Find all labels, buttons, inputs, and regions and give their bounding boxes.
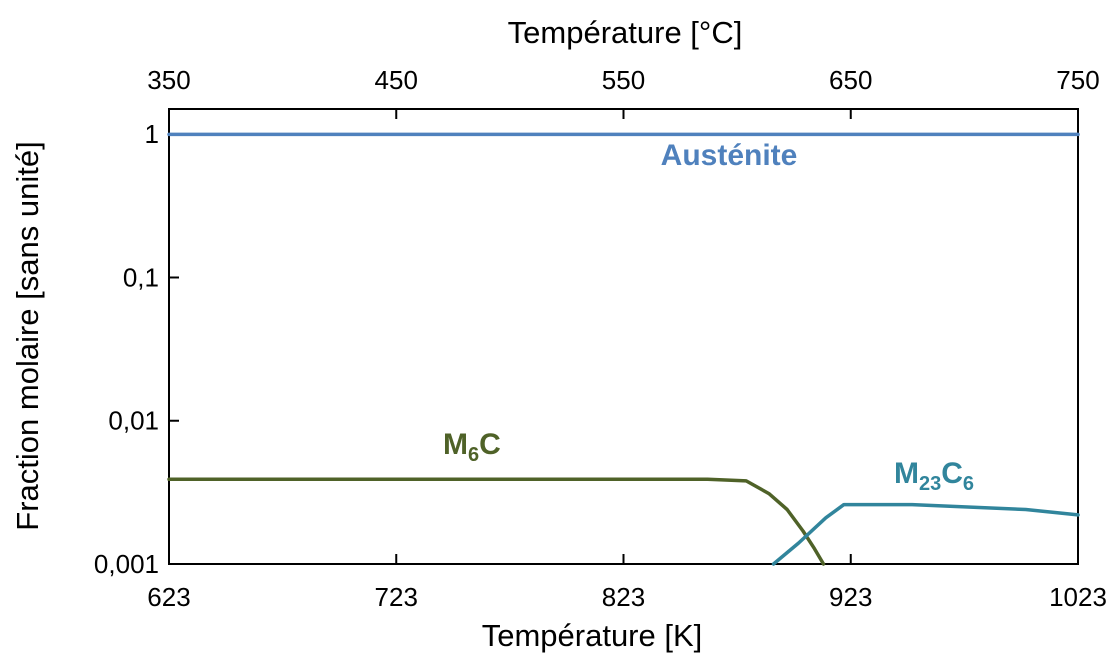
series-label-m6c: M6C — [443, 428, 501, 466]
m23c6-subscript-6: 6 — [963, 473, 974, 495]
top-tick-label: 650 — [829, 65, 872, 95]
top-tick-label: 350 — [147, 65, 190, 95]
series-line-m23c6 — [771, 502, 1080, 566]
bottom-tick-label: 723 — [375, 582, 418, 612]
m23c6-subscript-23: 23 — [919, 473, 941, 495]
y-axis-ticks: 1 0,1 0,01 0,001 — [94, 119, 179, 579]
y-axis-title: Fraction molaire [sans unité] — [10, 141, 45, 530]
top-tick-label: 550 — [602, 65, 645, 95]
top-tick-label: 450 — [375, 65, 418, 95]
m23c6-main: M — [894, 457, 919, 490]
bottom-tick-label: 823 — [602, 582, 645, 612]
m23c6-mid: C — [941, 457, 963, 490]
bottom-tick-label: 1023 — [1049, 582, 1107, 612]
bottom-tick-label: 923 — [829, 582, 872, 612]
top-axis-title: Température [°C] — [508, 15, 743, 50]
series-label-austenite: Austénite — [661, 139, 798, 172]
y-tick-label: 0,001 — [94, 549, 159, 579]
top-tick-label: 750 — [1056, 65, 1099, 95]
bottom-axis-title: Température [K] — [482, 618, 703, 653]
bottom-tick-label: 623 — [147, 582, 190, 612]
m6c-main: M — [443, 428, 468, 461]
bottom-axis-ticks: 623 723 823 923 1023 — [147, 554, 1107, 612]
y-tick-label: 1 — [145, 119, 159, 149]
m6c-subscript: 6 — [468, 444, 479, 466]
top-axis-ticks: 350 450 550 650 750 — [147, 65, 1100, 119]
plot-frame — [168, 108, 1079, 565]
y-tick-label: 0,1 — [123, 262, 159, 292]
series-line-m6c — [167, 477, 826, 566]
m6c-tail: C — [479, 428, 501, 461]
series-lines — [167, 132, 1080, 566]
series-label-m23c6: M23C6 — [894, 457, 974, 495]
y-tick-label: 0,01 — [108, 406, 159, 436]
